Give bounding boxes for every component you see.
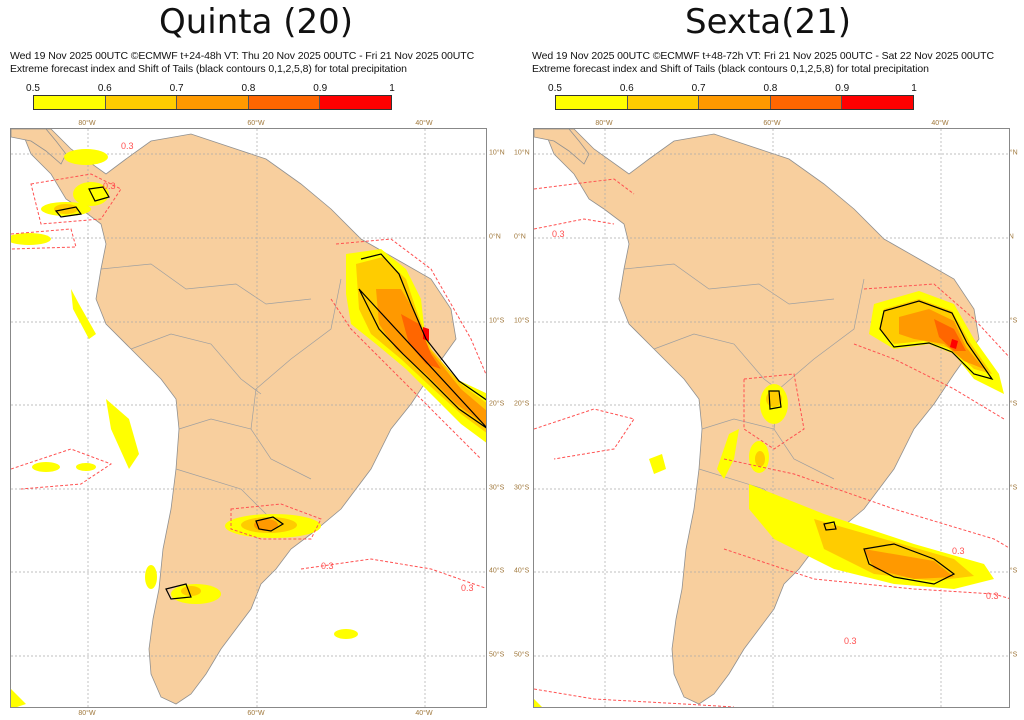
lat-label: 10°S <box>514 317 530 325</box>
svg-text:0.3: 0.3 <box>952 546 965 556</box>
lon-label: 60°W <box>247 120 265 127</box>
colorbar <box>555 95 914 110</box>
tick-label: 0.9 <box>313 83 328 94</box>
tick-label: 0.7 <box>169 83 184 94</box>
lat-label: 50°S <box>489 651 505 659</box>
lat-label: 10°N <box>514 149 530 157</box>
color-swatch <box>699 96 771 109</box>
landmass <box>20 129 457 705</box>
south-america-map: 0.3 0.3 0.3 0.3 <box>534 129 1009 707</box>
lon-label: 40°W <box>931 120 949 127</box>
tick-label: 0.8 <box>763 83 778 94</box>
lat-label: 30°S <box>514 484 530 492</box>
tick-label: 0.6 <box>619 83 634 94</box>
tick-label: 0.7 <box>691 83 706 94</box>
efi-0.3-contours <box>534 178 1009 707</box>
efi-map: 0.3 0.3 0.3 0.3 <box>533 128 1010 708</box>
lat-label: 50°S <box>514 651 530 659</box>
lat-label: 10°S <box>489 317 505 325</box>
lon-label: 80°W <box>78 120 96 127</box>
svg-text:0.3: 0.3 <box>321 561 334 571</box>
tick-label: 1 <box>911 83 917 94</box>
lon-label: 40°W <box>415 710 433 717</box>
lat-label: 40°S <box>514 567 530 575</box>
color-swatch <box>556 96 628 109</box>
tick-label: 0.9 <box>835 83 850 94</box>
lon-label: 60°W <box>763 120 781 127</box>
lat-label: 0°N <box>489 233 501 241</box>
sot-contours <box>768 300 994 585</box>
lon-label: 60°W <box>247 710 265 717</box>
forecast-run-info: Wed 19 Nov 2025 00UTC ©ECMWF t+48-72h VT… <box>532 50 994 62</box>
lon-label: 80°W <box>595 120 613 127</box>
south-america-map: 0.3 0.3 0.3 0.3 <box>11 129 486 707</box>
lat-label: 20°S <box>514 400 530 408</box>
efi-shading <box>11 149 486 707</box>
svg-text:0.3: 0.3 <box>461 583 474 593</box>
product-description: Extreme forecast index and Shift of Tail… <box>532 63 929 75</box>
tick-label: 0.5 <box>26 83 40 94</box>
lat-label: 20°S <box>489 400 505 408</box>
panel-quinta: Quinta (20) Wed 19 Nov 2025 00UTC ©ECMWF… <box>10 2 505 717</box>
lon-label: 80°W <box>78 710 96 717</box>
lon-label: 40°W <box>415 120 433 127</box>
country-borders <box>623 263 865 530</box>
forecast-run-info: Wed 19 Nov 2025 00UTC ©ECMWF t+24-48h VT… <box>10 50 475 62</box>
efi-shading <box>534 291 1004 707</box>
tick-label: 0.5 <box>548 83 562 94</box>
svg-text:0.3: 0.3 <box>103 181 116 191</box>
colorbar-legend: 0.5 0.6 0.7 0.8 0.9 1 <box>26 83 395 110</box>
efi-map: 0.3 0.3 0.3 0.3 <box>10 128 487 708</box>
color-swatch <box>177 96 249 109</box>
colorbar-ticks: 0.5 0.6 0.7 0.8 0.9 1 <box>26 83 395 95</box>
colorbar-legend: 0.5 0.6 0.7 0.8 0.9 1 <box>548 83 917 110</box>
sot-contours <box>54 186 486 600</box>
product-description: Extreme forecast index and Shift of Tail… <box>10 63 407 75</box>
color-swatch <box>105 96 178 109</box>
tick-label: 0.6 <box>97 83 112 94</box>
color-swatch <box>627 96 700 109</box>
landmass <box>543 129 980 705</box>
panel-title: Quinta (20) <box>158 2 354 42</box>
panel-sexta: Sexta(21) Wed 19 Nov 2025 00UTC ©ECMWF t… <box>512 0 1024 720</box>
lat-label: 0°N <box>514 233 526 241</box>
lat-label: 30°S <box>489 484 505 492</box>
svg-text:0.3: 0.3 <box>552 229 565 239</box>
efi-0.3-contours <box>11 173 486 589</box>
svg-text:0.3: 0.3 <box>986 591 999 601</box>
svg-text:0.3: 0.3 <box>121 141 134 151</box>
contour-labels: 0.3 0.3 0.3 0.3 <box>552 229 999 646</box>
color-swatch <box>248 96 321 109</box>
tick-label: 1 <box>389 83 395 94</box>
color-swatch <box>34 96 106 109</box>
lat-label: 40°S <box>489 567 505 575</box>
colorbar-ticks: 0.5 0.6 0.7 0.8 0.9 1 <box>548 83 917 95</box>
color-swatch <box>320 96 391 109</box>
color-swatch <box>770 96 843 109</box>
svg-text:0.3: 0.3 <box>844 636 857 646</box>
panel-title: Sexta(21) <box>685 2 851 42</box>
colorbar <box>33 95 392 110</box>
contour-labels: 0.3 0.3 0.3 0.3 <box>103 141 474 593</box>
lat-label: 10°N <box>489 149 505 157</box>
color-swatch <box>842 96 913 109</box>
tick-label: 0.8 <box>241 83 256 94</box>
